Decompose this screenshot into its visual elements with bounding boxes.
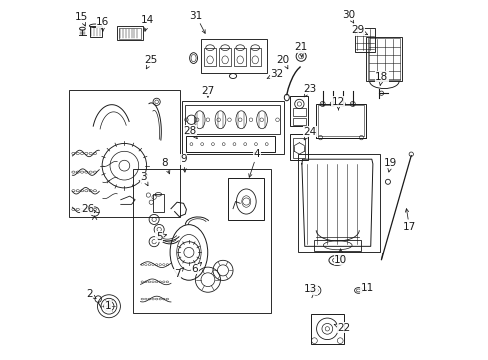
Text: 32: 32	[266, 69, 283, 79]
Bar	[228, 178, 264, 220]
Bar	[317, 105, 363, 136]
Bar	[234, 48, 245, 66]
Bar	[117, 26, 142, 40]
Text: 14: 14	[141, 15, 154, 31]
Text: 26: 26	[81, 204, 95, 215]
Text: 20: 20	[276, 55, 289, 69]
Text: 27: 27	[201, 86, 214, 98]
Text: 25: 25	[144, 55, 158, 69]
Text: 9: 9	[180, 154, 186, 172]
Text: 18: 18	[374, 72, 387, 85]
Bar	[314, 240, 360, 251]
Bar	[354, 28, 374, 51]
Text: 24: 24	[303, 127, 316, 140]
Text: 1: 1	[105, 301, 111, 311]
Text: 16: 16	[96, 17, 109, 31]
Text: 23: 23	[303, 84, 316, 97]
Text: 17: 17	[402, 209, 415, 232]
Text: 22: 22	[333, 323, 350, 333]
Text: 28: 28	[183, 126, 197, 139]
Bar	[204, 48, 215, 66]
Bar	[153, 194, 163, 212]
Text: 29: 29	[350, 25, 367, 35]
Bar	[119, 28, 141, 39]
Text: 2: 2	[86, 289, 96, 299]
Text: 10: 10	[333, 249, 346, 265]
Bar	[290, 96, 308, 126]
Bar	[293, 138, 305, 158]
Text: 19: 19	[384, 158, 397, 172]
Text: 21: 21	[294, 42, 307, 57]
Bar	[185, 105, 280, 134]
Bar	[219, 48, 230, 66]
Bar	[292, 118, 305, 126]
Text: 8: 8	[161, 158, 169, 174]
Bar	[89, 26, 102, 37]
Bar	[249, 48, 261, 66]
Bar	[367, 39, 400, 80]
Text: 3: 3	[140, 172, 148, 186]
Bar	[201, 39, 266, 73]
Text: 5: 5	[156, 232, 166, 242]
Bar	[292, 108, 305, 116]
Bar	[297, 154, 379, 252]
Text: 11: 11	[360, 283, 373, 293]
Bar	[316, 104, 365, 138]
Bar	[366, 37, 402, 81]
Text: 31: 31	[189, 11, 205, 33]
Text: 13: 13	[304, 284, 317, 294]
Text: 30: 30	[341, 10, 354, 23]
Text: 7: 7	[173, 268, 183, 279]
Text: 6: 6	[191, 262, 201, 274]
Bar	[290, 134, 308, 160]
Bar	[132, 169, 270, 314]
Bar	[186, 136, 275, 152]
Text: 12: 12	[331, 97, 345, 110]
Bar	[182, 101, 284, 154]
Text: 15: 15	[75, 12, 88, 26]
Text: 4: 4	[248, 149, 260, 177]
Bar	[69, 90, 180, 217]
Bar	[310, 314, 343, 344]
